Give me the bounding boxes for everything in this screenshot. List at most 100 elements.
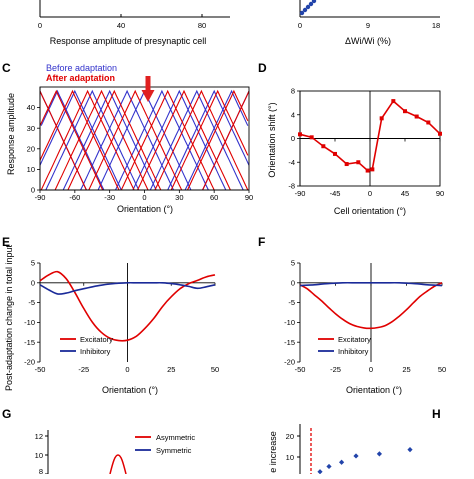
panel-g-asymmetric-curve <box>109 454 127 475</box>
panel-e-y-tick-label: 5 <box>31 259 35 268</box>
panel-f-x-axis-label: Orientation (°) <box>346 385 402 395</box>
panel-c-after-curve <box>40 90 87 190</box>
panel-c-before-curve <box>149 89 244 190</box>
panel-c-after-curve <box>88 89 183 190</box>
panel-d-y-tick-label: -8 <box>288 182 295 191</box>
panel-d-series <box>298 99 442 173</box>
panel-g-label: G <box>2 407 11 421</box>
panel-d-x-tick-label: -90 <box>295 189 306 198</box>
panel-e-series-inhibitory <box>39 281 216 295</box>
panel-c-after-curve <box>54 89 149 190</box>
panel-h-tick-label: 20 <box>286 432 294 441</box>
panel-d-shift-series-point <box>391 99 396 104</box>
panel-e-y-tick-label: -20 <box>24 358 35 367</box>
panel-f-y-tick-label: 0 <box>291 278 295 287</box>
panel-e-y-tick-label: -5 <box>28 298 35 307</box>
panel-d-y-axis-label: Orientation shift (°) <box>267 102 277 177</box>
panel-g-tick-label: 12 <box>35 432 43 441</box>
panel-d-x-tick-label: -45 <box>330 189 341 198</box>
top-left-partial-panel: 0 40 80 Response amplitude of presynapti… <box>38 0 230 46</box>
top-left-tick-label: 0 <box>38 21 42 30</box>
panel-c-before-curve <box>167 89 249 190</box>
top-left-x-axis-label: Response amplitude of presynaptic cell <box>50 36 207 46</box>
panel-c-after-curve <box>137 89 231 190</box>
panel-c-y-tick-label: 0 <box>31 186 35 195</box>
panel-e-x-tick-label: -50 <box>35 365 46 374</box>
panel-g-tick-label: 8 <box>39 467 43 474</box>
top-right-data-point <box>308 1 314 7</box>
panel-f-x-tick-label: 0 <box>369 365 373 374</box>
panel-h-data-point <box>376 451 382 457</box>
panel-e-legend-excitatory: Excitatory <box>80 335 113 344</box>
panel-c-after-curve <box>40 89 104 190</box>
panel-c-after-curve <box>120 89 215 190</box>
panel-c-before-curve <box>115 89 209 190</box>
panel-c-label: C <box>2 61 11 75</box>
top-right-data-point <box>311 0 317 4</box>
panel-c-x-tick-label: 60 <box>210 193 218 202</box>
panel-c-x-tick-label: -60 <box>69 193 80 202</box>
panel-f-y-tick-label: -20 <box>284 358 295 367</box>
panel-c-x-tick-label: 90 <box>245 193 253 202</box>
panel-d-shift-series-point <box>403 109 407 114</box>
panel-h-y-axis-label: e increase <box>268 431 278 473</box>
panel-f-label: F <box>258 235 265 249</box>
panel-d-shift-series-point <box>321 144 326 149</box>
panel-d-x-tick-label: 0 <box>368 189 372 198</box>
panel-f-y-tick-label: -15 <box>284 338 295 347</box>
top-right-tick-label: 0 <box>298 21 302 30</box>
panel-c-before-curve <box>45 89 140 190</box>
top-right-tick-label: 18 <box>432 21 440 30</box>
panel-c-after-curve <box>154 89 249 190</box>
panel-e-x-tick-label: -25 <box>78 365 89 374</box>
panel-h-data-point <box>407 447 413 453</box>
panel-f-x-tick-label: 25 <box>402 365 410 374</box>
panel-e-y-axis-label: Post-adaptation change in total input <box>4 244 14 391</box>
panel-h-data-point <box>339 459 345 465</box>
panel-e-series-excitatory <box>39 270 216 342</box>
panel-e-x-tick-label: 50 <box>211 365 219 374</box>
panel-c-before-curve <box>132 89 227 190</box>
panel-h-tick-label: 10 <box>286 453 294 462</box>
panel-c-adaptation-arrow-head <box>141 90 155 102</box>
panel-c-x-tick-label: 30 <box>175 193 183 202</box>
top-left-tick-label: 40 <box>117 21 125 30</box>
panel-g-partial: 12 10 8 Asymmetric Symmetric <box>35 430 195 476</box>
panel-c-after-curve <box>40 89 135 190</box>
panel-c-x-tick-label: 0 <box>142 193 146 202</box>
panel-c-curves <box>40 89 249 190</box>
panel-c-y-tick-label: 10 <box>27 165 35 174</box>
panel-d-x-tick-label: 45 <box>401 189 409 198</box>
panel-d-x-axis-label: Cell orientation (°) <box>334 206 406 216</box>
panel-d-shift-series-point <box>414 114 419 119</box>
top-right-data-point <box>299 10 305 16</box>
panel-c-tuning-curves: Before adaptation After adaptation -90 -6… <box>6 63 253 214</box>
panel-c-before-curve <box>80 89 174 190</box>
panel-d-y-tick-label: 4 <box>291 110 295 119</box>
panel-d-shift-series-point <box>309 135 314 140</box>
top-right-data-point <box>302 7 308 13</box>
top-right-tick-label: 9 <box>366 21 370 30</box>
panel-e-legend-inhibitory: Inhibitory <box>80 347 111 356</box>
panel-f-x-tick-label: -25 <box>330 365 341 374</box>
panel-d-shift-series-point <box>426 120 431 125</box>
panel-f-x-tick-label: -50 <box>295 365 306 374</box>
panel-c-x-axis-label: Orientation (°) <box>117 204 173 214</box>
panel-d-label: D <box>258 61 267 75</box>
panel-f-legend-excitatory: Excitatory <box>338 335 371 344</box>
panel-e-label: E <box>2 235 10 249</box>
panel-f-legend: Excitatory Inhibitory <box>318 335 371 356</box>
panel-c-legend-before: Before adaptation <box>46 63 117 73</box>
panel-d-y-tick-label: 0 <box>291 134 295 143</box>
panel-c-adaptation-arrow-shaft <box>145 76 151 90</box>
panel-h-data-point <box>353 453 359 459</box>
panel-d-shift-series-point <box>356 160 361 165</box>
top-right-x-axis-label: ΔWi/Wi (%) <box>345 36 391 46</box>
panel-e-y-tick-label: -10 <box>24 318 35 327</box>
panel-c-after-curve <box>40 89 120 190</box>
